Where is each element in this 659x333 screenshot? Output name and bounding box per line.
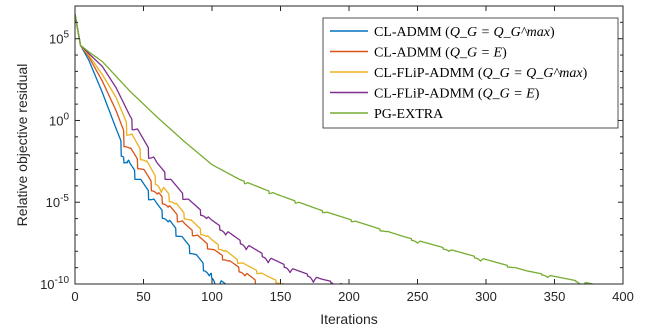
x-tick-label: 400	[612, 289, 634, 304]
y-tick-base: 10	[40, 277, 54, 292]
y-tick-label: 100	[49, 111, 69, 128]
legend-item: CL-ADMM (Q_G = Q_G^max)	[330, 25, 555, 40]
x-tick-label: 0	[71, 289, 78, 304]
series-layer	[75, 14, 597, 284]
x-tick-label: 200	[338, 289, 360, 304]
legend-label: CL-ADMM (Q_G = Q_G^max)	[374, 25, 555, 40]
x-tick-label: 50	[136, 289, 150, 304]
series-line	[75, 14, 227, 284]
x-tick-label: 300	[475, 289, 497, 304]
legend-label-suffix: )	[535, 87, 540, 102]
legend-label: CL-FLiP-ADMM (Q_G = Q_G^max)	[374, 66, 588, 81]
y-tick-base: 10	[49, 32, 63, 47]
series-line	[75, 14, 597, 284]
y-tick-label: 10-10	[40, 275, 69, 292]
y-tick-label: 10-5	[46, 193, 70, 210]
y-tick-label: 105	[49, 30, 69, 47]
legend-label-prefix: CL-ADMM (	[374, 46, 450, 61]
legend-label-prefix: CL-ADMM (	[374, 25, 450, 40]
legend-label-prefix: CL-FLiP-ADMM (	[374, 87, 483, 102]
legend-label-math: Q_G = Q_G^max	[483, 66, 584, 81]
legend-label-math: Q_G = E	[483, 87, 536, 102]
y-tick-base: 10	[49, 113, 63, 128]
x-axis-label: Iterations	[320, 311, 378, 327]
x-tick-label: 150	[270, 289, 292, 304]
y-tick-exponent: -10	[55, 275, 70, 286]
series-line	[75, 14, 345, 284]
legend-label-suffix: )	[502, 46, 507, 61]
legend-item: PG-EXTRA	[330, 107, 444, 122]
legend-label-suffix: )	[583, 66, 588, 81]
legend-label-suffix: )	[550, 25, 555, 40]
legend-label: CL-ADMM (Q_G = E)	[374, 46, 507, 61]
legend-label-math: Q_G = E	[450, 46, 503, 61]
y-tick-base: 10	[46, 195, 60, 210]
y-tick-exponent: 5	[63, 30, 69, 41]
legend-label: CL-FLiP-ADMM (Q_G = E)	[374, 87, 540, 102]
y-axis-label: Relative objective residual	[14, 64, 30, 227]
y-tick-exponent: -5	[60, 193, 69, 204]
legend-item: CL-FLiP-ADMM (Q_G = Q_G^max)	[330, 66, 588, 81]
x-axis: 0 50 100 150 200 250 300 350 400	[71, 6, 634, 304]
x-tick-label: 250	[407, 289, 429, 304]
legend-item: CL-FLiP-ADMM (Q_G = E)	[330, 87, 540, 102]
legend-label-prefix: CL-FLiP-ADMM (	[374, 66, 483, 81]
x-tick-label: 100	[201, 289, 223, 304]
legend-label-math: Q_G = Q_G^max	[450, 25, 551, 40]
legend-item: CL-ADMM (Q_G = E)	[330, 46, 507, 61]
series-line	[75, 14, 257, 284]
legend-label: PG-EXTRA	[374, 107, 444, 122]
legend-box	[322, 17, 619, 129]
legend: CL-ADMM (Q_G = Q_G^max)CL-ADMM (Q_G = E)…	[322, 17, 619, 129]
y-tick-exponent: 0	[63, 111, 69, 122]
x-tick-label: 350	[544, 289, 566, 304]
legend-label-prefix: PG-EXTRA	[374, 107, 444, 122]
